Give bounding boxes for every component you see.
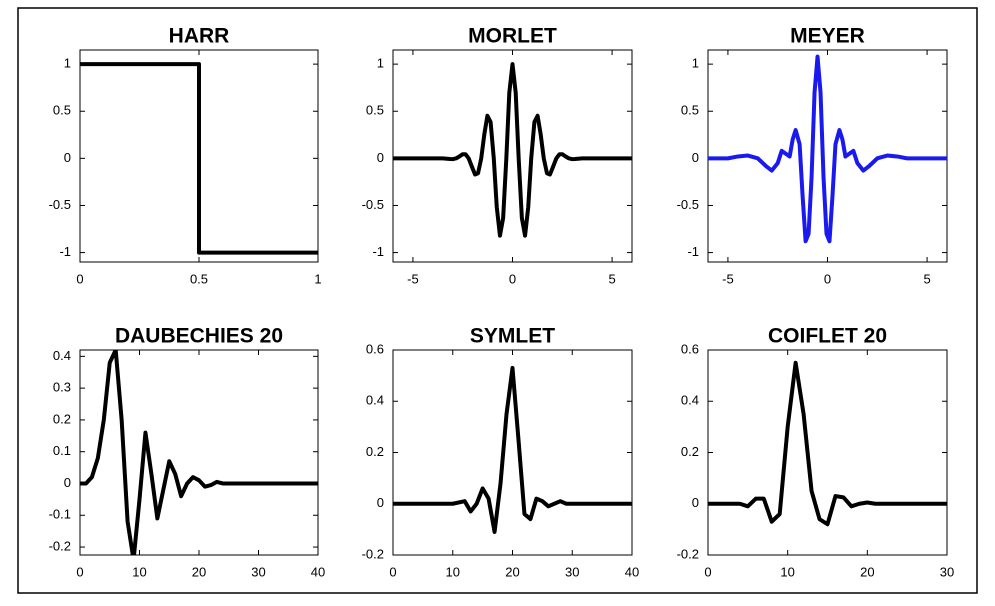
y-tick-label: 0.4 — [366, 393, 384, 408]
y-tick-label: 0 — [64, 150, 71, 165]
chart-title: MEYER — [790, 25, 865, 48]
x-tick-label: 20 — [860, 564, 874, 579]
y-tick-label: 0 — [692, 150, 699, 165]
y-tick-label: 0 — [64, 475, 71, 490]
y-tick-label: -0.2 — [677, 546, 699, 561]
y-tick-label: 0.2 — [681, 444, 699, 459]
x-tick-label: 1 — [314, 271, 321, 286]
y-tick-label: 1 — [377, 56, 384, 71]
x-tick-label: 30 — [940, 564, 954, 579]
y-tick-label: -0.2 — [362, 546, 384, 561]
x-tick-label: 40 — [311, 564, 325, 579]
chart-title: COIFLET 20 — [768, 325, 887, 348]
y-tick-label: 0.4 — [53, 348, 71, 363]
x-tick-label: 30 — [565, 564, 579, 579]
x-tick-label: 0 — [824, 271, 831, 286]
y-tick-label: -1 — [687, 244, 699, 259]
x-tick-label: 10 — [446, 564, 460, 579]
wavelet-line — [708, 54, 947, 244]
x-tick-label: 30 — [251, 564, 265, 579]
chart-title: MORLET — [468, 25, 557, 48]
y-tick-label: -0.5 — [362, 197, 384, 212]
chart-title: HARR — [169, 25, 230, 48]
x-tick-label: 0 — [509, 271, 516, 286]
wavelet-line — [80, 62, 318, 255]
x-tick-label: 40 — [625, 564, 639, 579]
y-tick-label: 0.4 — [681, 393, 699, 408]
x-tick-label: 10 — [780, 564, 794, 579]
y-tick-label: -0.2 — [49, 538, 71, 553]
y-tick-label: 0.2 — [53, 411, 71, 426]
wavelet-line — [708, 360, 947, 527]
wavelet-line — [393, 62, 632, 238]
y-tick-label: 0 — [692, 495, 699, 510]
wavelet-line — [393, 365, 632, 534]
plot-area — [392, 49, 633, 263]
y-tick-label: 0.6 — [366, 341, 384, 356]
x-tick-label: 5 — [608, 271, 615, 286]
y-tick-label: -0.5 — [677, 197, 699, 212]
x-tick-label: 20 — [505, 564, 519, 579]
y-tick-label: 0.5 — [681, 103, 699, 118]
x-tick-label: 5 — [923, 271, 930, 286]
x-tick-label: -5 — [722, 271, 734, 286]
y-tick-label: -0.5 — [49, 197, 71, 212]
y-tick-label: 0.1 — [53, 443, 71, 458]
y-tick-label: -0.1 — [49, 507, 71, 522]
x-tick-label: 0 — [76, 271, 83, 286]
y-tick-label: 0.5 — [53, 103, 71, 118]
plot-area — [79, 349, 319, 556]
x-tick-label: 0.5 — [190, 271, 208, 286]
x-tick-label: 0 — [76, 564, 83, 579]
y-tick-label: 0.6 — [681, 341, 699, 356]
x-tick-label: -5 — [407, 271, 419, 286]
y-tick-label: 0.3 — [53, 380, 71, 395]
x-tick-label: 0 — [389, 564, 396, 579]
y-tick-label: 1 — [692, 56, 699, 71]
y-tick-label: 1 — [64, 56, 71, 71]
y-tick-label: 0.5 — [366, 103, 384, 118]
y-tick-label: -1 — [59, 244, 71, 259]
wavelet-line — [80, 350, 318, 555]
chart-title: DAUBECHIES 20 — [115, 325, 283, 348]
x-tick-label: 0 — [704, 564, 711, 579]
x-tick-label: 10 — [132, 564, 146, 579]
chart-title: SYMLET — [470, 325, 555, 348]
y-tick-label: 0 — [377, 150, 384, 165]
y-tick-label: 0.2 — [366, 444, 384, 459]
x-tick-label: 20 — [192, 564, 206, 579]
y-tick-label: -1 — [372, 244, 384, 259]
y-tick-label: 0 — [377, 495, 384, 510]
